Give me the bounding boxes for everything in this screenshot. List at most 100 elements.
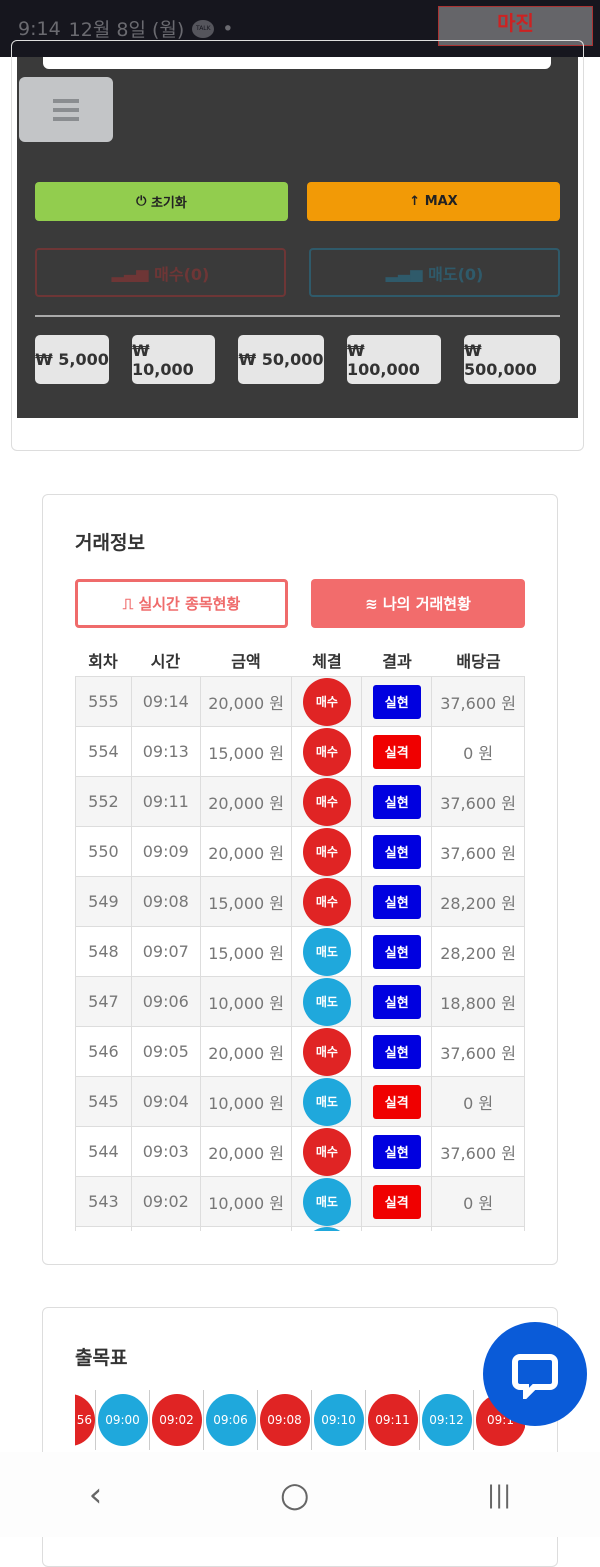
result-badge: 실격 (372, 1184, 421, 1219)
round-cell: 554 (75, 726, 132, 777)
round-cell: 543 (75, 1176, 132, 1227)
execution-badge: 매수 (302, 1027, 351, 1076)
arrow-up-icon: ↑ (409, 194, 425, 209)
table-row: 543 09:02 10,000 원 매도 실격 0 원 (75, 1176, 525, 1227)
payout-cell: 37,600 원 (431, 1026, 525, 1077)
signal-icon: ▂▃▅ (385, 263, 429, 282)
divider (35, 315, 560, 317)
column-header: 체결 (312, 652, 342, 671)
history-circle: 56 (75, 1394, 95, 1446)
time-cell: 09:14 (130, 676, 201, 727)
menu-button[interactable] (19, 77, 113, 142)
execution-badge: 매수 (302, 727, 351, 776)
payout-cell: 0 원 (431, 1076, 525, 1127)
amount-5000-button[interactable]: ₩ 5,000 (35, 335, 109, 384)
table-row: 544 09:03 20,000 원 매수 실현 37,600 원 (75, 1126, 525, 1177)
payout-cell: 18,800 원 (431, 976, 525, 1027)
round-cell: 549 (75, 876, 132, 927)
control-card (11, 40, 584, 451)
payout-cell: 37,600 원 (431, 676, 525, 727)
round-cell: 547 (75, 976, 132, 1027)
column-header: 금액 (231, 652, 261, 671)
amount-cell: 10,000 원 (199, 1076, 293, 1127)
pulse-icon: ⎍ (122, 594, 139, 613)
reset-button[interactable]: ⏻ 초기화 (35, 182, 288, 221)
amount-cell: 20,000 원 (199, 826, 293, 877)
result-badge: 실격 (372, 734, 421, 769)
execution-badge: 매도 (302, 927, 351, 976)
round-cell: 555 (75, 676, 132, 727)
time-cell: 09:07 (130, 926, 201, 977)
column-header: 결과 (382, 652, 412, 671)
payout-cell: 37,600 원 (431, 1126, 525, 1177)
amount-50000-button[interactable]: ₩ 50,000 (238, 335, 324, 384)
result-badge: 실현 (372, 1134, 421, 1169)
history-circle: 09:02 (151, 1394, 202, 1446)
history-strip[interactable]: 56 09:00 09:02 09:06 09:08 09:10 09:11 09:12 09:… (75, 1390, 525, 1452)
amount-cell: 20,000 원 (199, 1126, 293, 1177)
time-cell: 09:04 (130, 1076, 201, 1127)
home-button[interactable]: ○ (279, 1474, 310, 1515)
table-row: 546 09:05 20,000 원 매수 실현 37,600 원 (75, 1026, 525, 1077)
table-row: 547 09:06 10,000 원 매도 실현 18,800 원 (75, 976, 525, 1027)
table-row: 550 09:09 20,000 원 매수 실현 37,600 원 (75, 826, 525, 877)
max-button[interactable]: ↑ MAX (307, 182, 560, 221)
history-title: 출목표 (75, 1347, 128, 1369)
sell-button[interactable]: ▂▃▅ 매도(0) (309, 248, 560, 297)
execution-badge: 매수 (302, 877, 351, 926)
column-header: 배당금 (456, 652, 501, 671)
tab-realtime[interactable]: ⎍ 실시간 종목현황 (75, 579, 288, 628)
payout-cell: 37,600 원 (431, 776, 525, 827)
time-cell: 09:06 (130, 976, 201, 1027)
execution-badge: 매수 (302, 1127, 351, 1176)
trade-table: 555 09:14 20,000 원 매수 실현 37,600 원 554 09:13 15,0… (75, 676, 525, 1231)
execution-badge: 매도 (302, 977, 351, 1026)
chat-bubble-icon (512, 1354, 558, 1399)
history-circle: 09:11 (367, 1394, 418, 1446)
recents-button[interactable]: ||| (486, 1480, 512, 1509)
table-row (75, 1226, 525, 1231)
amount-cell: 20,000 원 (199, 776, 293, 827)
column-header: 시간 (150, 652, 181, 671)
round-cell: 545 (75, 1076, 132, 1127)
payout-cell: 28,200 원 (431, 926, 525, 977)
payout-cell: 28,200 원 (431, 876, 525, 927)
execution-badge: 매수 (302, 777, 351, 826)
payout-cell: 0 원 (431, 1176, 525, 1227)
amount-500000-button[interactable]: ₩ 500,000 (464, 335, 560, 384)
table-row: 545 09:04 10,000 원 매도 실격 0 원 (75, 1076, 525, 1127)
clock: 9:14 (18, 17, 61, 40)
amount-cell: 15,000 원 (199, 726, 293, 777)
round-cell: 550 (75, 826, 132, 877)
table-row: 555 09:14 20,000 원 매수 실현 37,600 원 (75, 676, 525, 727)
amount-cell: 15,000 원 (199, 926, 293, 977)
chat-button[interactable] (483, 1322, 587, 1426)
trade-table-scroll[interactable]: 555 09:14 20,000 원 매수 실현 37,600 원 554 09:13 15,0… (75, 676, 525, 1231)
amount-100000-button[interactable]: ₩ 100,000 (347, 335, 441, 384)
notification-dot: • (222, 17, 234, 40)
watermark-logo: 마진 (438, 6, 593, 46)
table-row: 548 09:07 15,000 원 매도 실현 28,200 원 (75, 926, 525, 977)
execution-badge: 매수 (302, 827, 351, 876)
column-header: 회차 (88, 652, 118, 671)
payout-cell: 37,600 원 (431, 826, 525, 877)
buy-button[interactable]: ▂▃▅ 매수(0) (35, 248, 286, 297)
time-cell: 09:13 (130, 726, 201, 777)
kakaotalk-icon: TALK (192, 19, 215, 38)
result-badge: 실현 (372, 784, 421, 819)
date: 12월 8일 (월) (68, 19, 185, 41)
top-input[interactable] (43, 57, 551, 69)
table-row: 552 09:11 20,000 원 매수 실현 37,600 원 (75, 776, 525, 827)
time-cell: 09:02 (130, 1176, 201, 1227)
power-icon: ⏻ (136, 194, 151, 209)
result-badge: 실현 (372, 884, 421, 919)
hamburger-icon (53, 98, 79, 103)
history-circle: 09:10 (313, 1394, 364, 1446)
amount-10000-button[interactable]: ₩ 10,000 (132, 335, 215, 384)
time-cell: 09:09 (130, 826, 201, 877)
result-badge: 실현 (372, 834, 421, 869)
round-cell: 546 (75, 1026, 132, 1077)
tab-my-trades[interactable]: ≋ 나의 거래현황 (311, 579, 525, 628)
round-cell: 552 (75, 776, 132, 827)
back-button[interactable]: ‹ (88, 1474, 103, 1515)
